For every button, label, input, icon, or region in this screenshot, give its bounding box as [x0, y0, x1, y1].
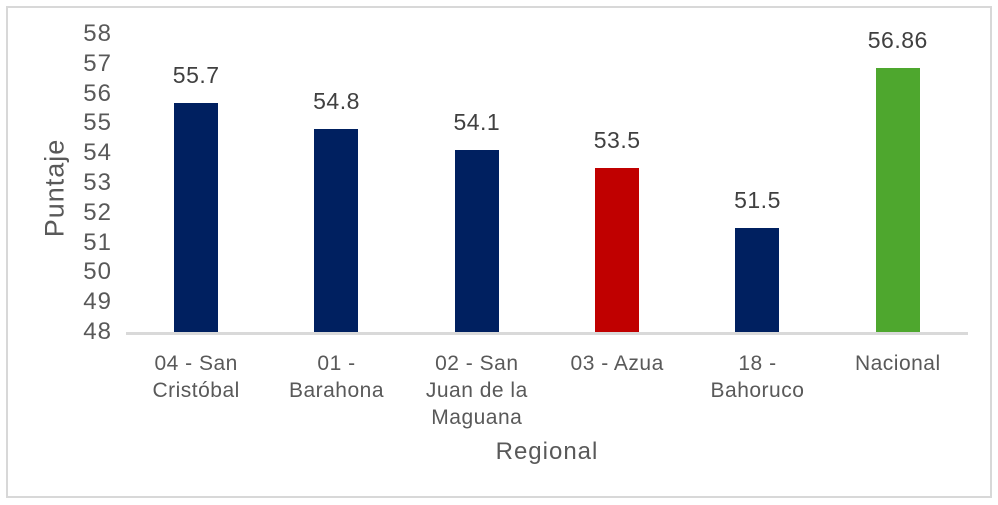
x-category-label-text: 04 - San Cristóbal: [152, 352, 240, 402]
y-tick-label: 50: [83, 258, 112, 286]
x-axis-title: Regional: [495, 438, 599, 465]
x-category-label: 04 - San Cristóbal: [126, 350, 266, 404]
y-tick-label: 54: [83, 139, 112, 167]
x-category-label: 01 - Barahona: [266, 350, 406, 404]
bar: [454, 150, 499, 332]
x-axis-category-labels: 04 - San Cristóbal 01 - Barahona 02 - San …: [126, 350, 968, 431]
x-category-label: 02 - San Juan de la Maguana: [407, 350, 547, 431]
bar-value-label: 51.5: [734, 186, 781, 213]
y-tick-label: 51: [83, 228, 112, 256]
y-tick-label: 57: [83, 49, 112, 77]
bar-slot: 55.7: [126, 34, 266, 332]
x-category-label: 03 - Azua: [547, 350, 687, 377]
bar: [875, 67, 920, 332]
y-axis-tick-labels: 48 49 50 51 52 53 54 55 56 57 58: [0, 20, 112, 345]
bar: [735, 227, 780, 332]
bar-value-label: 53.5: [593, 127, 641, 154]
x-category-label-text: 02 - San Juan de la Maguana: [425, 352, 528, 429]
bar-value-label: 56.86: [867, 26, 928, 53]
bar-value-label: 55.7: [172, 61, 220, 88]
y-tick-label: 58: [83, 20, 112, 47]
plot-area: 55.7 54.8 54.1 53.5 51.5 56.86: [126, 27, 968, 335]
bar-slot: 53.5: [547, 34, 687, 332]
y-tick-label: 48: [83, 318, 112, 345]
y-tick-label: 53: [83, 169, 112, 196]
bar-value-label: 54.8: [313, 88, 360, 115]
y-tick-label: 49: [83, 288, 112, 316]
x-category-label: 18 - Bahoruco: [687, 350, 827, 404]
x-category-label: Nacional: [828, 350, 968, 377]
x-category-label-text: 18 - Bahoruco: [710, 352, 805, 402]
bar: [174, 102, 219, 332]
x-category-label-text: 01 - Barahona: [288, 352, 385, 402]
y-tick-label: 56: [83, 79, 112, 107]
x-category-label-text: Nacional: [854, 352, 941, 375]
bar: [314, 129, 359, 332]
y-tick-label: 55: [83, 109, 112, 137]
y-tick-label: 52: [83, 198, 112, 226]
bar-slot: 54.1: [407, 34, 547, 332]
x-category-label-text: 03 - Azua: [570, 352, 664, 375]
bar-slot: 54.8: [266, 34, 406, 332]
bar-slot: 51.5: [687, 34, 827, 332]
bar: [595, 168, 640, 332]
bar-slot: 56.86: [828, 27, 968, 332]
bar-value-label: 54.1: [453, 109, 501, 136]
